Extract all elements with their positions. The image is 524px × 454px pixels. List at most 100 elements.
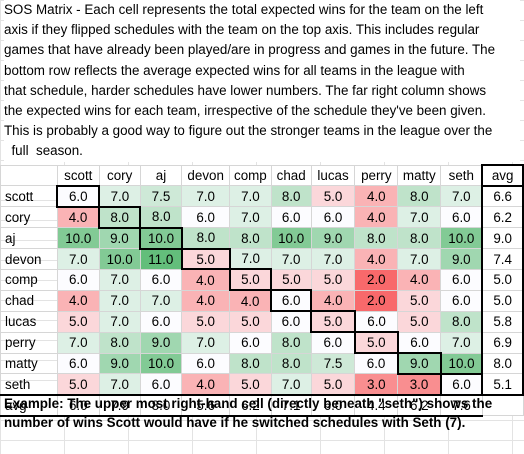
matrix-cell[interactable]: 8.0 <box>98 205 142 229</box>
matrix-cell[interactable]: 6.0 <box>439 372 484 396</box>
matrix-cell[interactable]: 7.0 <box>98 373 141 396</box>
row-avg-cell[interactable]: 9.0 <box>481 227 524 250</box>
matrix-cell[interactable]: 6.0 <box>56 184 101 208</box>
matrix-cell[interactable]: 6.0 <box>440 289 483 312</box>
column-header-seth[interactable]: seth <box>440 164 483 187</box>
column-header-scott[interactable]: scott <box>56 164 100 187</box>
column-avg-cell[interactable]: 7.6 <box>440 393 483 417</box>
matrix-cell[interactable]: 7.5 <box>310 352 356 375</box>
row-header-avg[interactable]: avg <box>0 393 58 417</box>
matrix-cell[interactable]: 7.0 <box>310 248 356 270</box>
matrix-cell[interactable]: 8.0 <box>181 227 231 250</box>
matrix-cell[interactable]: 6.0 <box>139 310 183 333</box>
column-header-chad[interactable]: chad <box>270 164 312 187</box>
row-avg-cell[interactable]: 6.2 <box>481 206 524 229</box>
matrix-cell[interactable]: 8.0 <box>270 185 312 208</box>
row-header-aj[interactable]: aj <box>0 227 58 250</box>
row-header-seth[interactable]: seth <box>0 373 58 396</box>
matrix-cell[interactable]: 6.0 <box>270 206 312 229</box>
row-header-chad[interactable]: chad <box>0 289 58 312</box>
matrix-cell[interactable]: 5.0 <box>397 310 442 333</box>
row-header-devon[interactable]: devon <box>0 248 58 270</box>
matrix-cell[interactable]: 6.0 <box>181 352 231 375</box>
matrix-cell[interactable]: 5.0 <box>310 268 356 291</box>
matrix-cell[interactable]: 5.0 <box>397 289 442 312</box>
matrix-cell[interactable]: 2.0 <box>354 268 399 291</box>
matrix-cell[interactable]: 10.0 <box>440 227 483 250</box>
column-header-comp[interactable]: comp <box>229 164 272 187</box>
row-header-matty[interactable]: matty <box>0 352 58 375</box>
matrix-cell[interactable]: 6.0 <box>181 206 231 229</box>
matrix-cell[interactable]: 4.0 <box>181 373 231 396</box>
matrix-cell[interactable]: 4.0 <box>397 268 442 291</box>
matrix-cell[interactable]: 8.0 <box>397 227 442 250</box>
matrix-cell[interactable]: 9.0 <box>440 248 483 270</box>
matrix-cell[interactable]: 5.0 <box>228 268 273 292</box>
row-avg-cell[interactable]: 5.1 <box>481 373 524 396</box>
matrix-cell[interactable]: 6.0 <box>310 206 356 229</box>
matrix-cell[interactable]: 10.0 <box>139 226 183 250</box>
matrix-cell[interactable]: 7.5 <box>139 185 183 208</box>
matrix-cell[interactable]: 10.0 <box>56 227 100 250</box>
column-header-devon[interactable]: devon <box>181 164 231 187</box>
matrix-cell[interactable]: 6.0 <box>354 352 399 375</box>
row-header-comp[interactable]: comp <box>0 268 58 291</box>
matrix-cell[interactable]: 7.0 <box>397 206 442 229</box>
matrix-cell[interactable]: 5.0 <box>310 185 356 208</box>
matrix-cell[interactable]: 7.0 <box>98 289 141 312</box>
matrix-cell[interactable]: 7.0 <box>139 289 183 312</box>
matrix-cell[interactable]: 6.0 <box>229 331 272 354</box>
matrix-cell[interactable]: 4.0 <box>310 289 356 312</box>
matrix-cell[interactable]: 4.0 <box>56 289 100 312</box>
matrix-cell[interactable]: 7.0 <box>98 185 141 208</box>
matrix-cell[interactable]: 10.0 <box>270 227 312 250</box>
column-header-avg[interactable]: avg <box>481 164 524 187</box>
matrix-cell[interactable]: 4.0 <box>354 206 399 229</box>
matrix-cell[interactable]: 5.0 <box>310 310 356 334</box>
matrix-cell[interactable]: 8.0 <box>139 206 183 229</box>
matrix-cell[interactable]: 7.0 <box>229 206 272 229</box>
matrix-cell[interactable]: 6.0 <box>440 268 483 291</box>
matrix-cell[interactable]: 4.0 <box>354 185 399 208</box>
row-avg-cell[interactable]: 5.0 <box>481 268 524 291</box>
matrix-cell[interactable]: 4.0 <box>181 268 231 291</box>
row-header-lucas[interactable]: lucas <box>0 310 58 333</box>
matrix-cell[interactable]: 8.0 <box>229 227 272 250</box>
matrix-cell[interactable]: 5.0 <box>270 268 312 291</box>
matrix-cell[interactable]: 6.0 <box>56 268 100 291</box>
matrix-cell[interactable]: 6.0 <box>440 206 483 229</box>
matrix-cell[interactable]: 8.0 <box>229 352 272 375</box>
column-avg-cell[interactable]: 7.9 <box>98 393 141 417</box>
column-avg-cell[interactable]: 6.0 <box>56 393 100 417</box>
column-header-lucas[interactable]: lucas <box>310 164 356 187</box>
matrix-cell[interactable]: 3.0 <box>354 373 399 396</box>
matrix-cell[interactable]: 7.0 <box>98 310 141 333</box>
matrix-cell[interactable]: 5.0 <box>353 331 399 355</box>
matrix-cell[interactable]: 8.0 <box>270 352 312 375</box>
matrix-cell[interactable]: 5.0 <box>180 247 231 271</box>
row-avg-cell[interactable]: 6.9 <box>481 331 524 354</box>
row-avg-cell[interactable]: 6.6 <box>481 184 524 208</box>
matrix-cell[interactable]: 9.0 <box>396 352 442 375</box>
column-header-aj[interactable]: aj <box>139 164 183 187</box>
matrix-cell[interactable]: 6.0 <box>56 352 100 375</box>
matrix-cell[interactable]: 5.0 <box>310 373 356 396</box>
matrix-cell[interactable]: 8.0 <box>270 331 312 354</box>
matrix-cell[interactable]: 7.0 <box>270 373 312 396</box>
matrix-cell[interactable]: 10.0 <box>440 352 483 375</box>
matrix-cell[interactable]: 7.0 <box>270 248 312 270</box>
row-header-scott[interactable]: scott <box>0 185 58 208</box>
matrix-cell[interactable]: 7.0 <box>56 248 100 270</box>
matrix-cell[interactable]: 7.0 <box>440 331 483 354</box>
column-avg-cell[interactable]: 6.0 <box>310 393 356 417</box>
column-avg-cell[interactable]: 6.2 <box>229 393 272 417</box>
matrix-cell[interactable]: 4.0 <box>56 206 100 229</box>
row-avg-cell[interactable]: 7.4 <box>481 248 524 270</box>
matrix-cell[interactable]: 11.0 <box>139 248 183 270</box>
matrix-cell[interactable]: 7.0 <box>98 268 141 291</box>
matrix-cell[interactable]: 4.0 <box>229 289 272 312</box>
matrix-cell[interactable]: 10.0 <box>98 248 141 270</box>
matrix-cell[interactable]: 8.0 <box>397 185 442 208</box>
column-header-perry[interactable]: perry <box>354 164 399 187</box>
corner-cell[interactable] <box>0 164 58 187</box>
